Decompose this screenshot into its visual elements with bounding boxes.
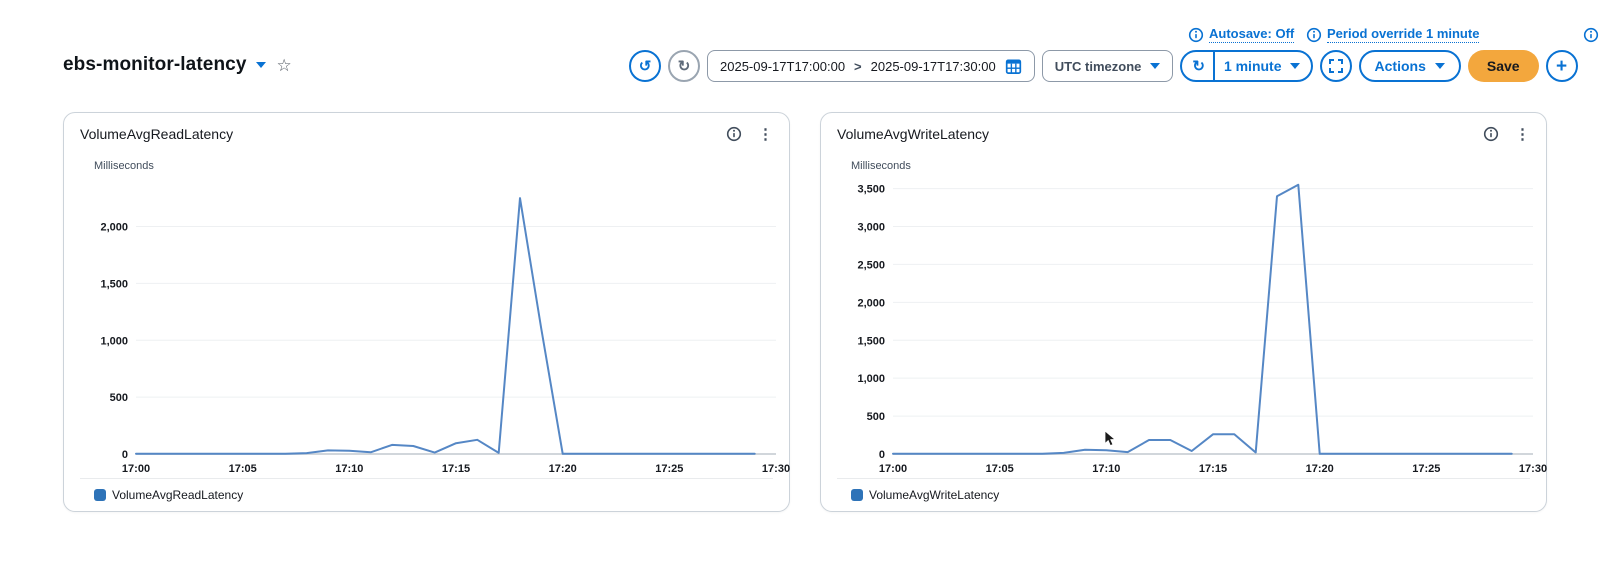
x-tick-label: 17:05: [229, 463, 257, 475]
legend-label: VolumeAvgReadLatency: [112, 488, 244, 502]
y-tick-label: 3,000: [857, 222, 885, 234]
chart-plot[interactable]: 0 500 1,000 1,500 2,000 2,500 3,000 3,500 17:00 1…: [821, 113, 1548, 513]
chart-card: VolumeAvgWriteLatency ⋮ Milliseconds 0 50…: [820, 112, 1547, 512]
chart-menu-kebab-icon[interactable]: ⋮: [1515, 125, 1530, 143]
info-icon: [1306, 27, 1322, 43]
legend-item[interactable]: VolumeAvgWriteLatency: [851, 488, 999, 502]
x-tick-label: 17:10: [1092, 463, 1120, 475]
refresh-button-group: ↻ 1 minute: [1180, 50, 1313, 82]
redo-icon: ↻: [677, 57, 691, 75]
y-tick-label: 2,000: [857, 297, 885, 309]
chart-card-header: VolumeAvgWriteLatency ⋮: [821, 113, 1546, 142]
date-range-separator: >: [854, 58, 862, 74]
y-axis-unit-label: Milliseconds: [94, 160, 154, 172]
date-range-picker[interactable]: 2025-09-17T17:00:00 > 2025-09-17T17:30:0…: [707, 50, 1035, 82]
undo-icon: ↺: [638, 57, 652, 75]
caret-down-icon: [1434, 63, 1445, 69]
actions-dropdown[interactable]: Actions: [1358, 50, 1461, 82]
dashboard-title-row: ebs-monitor-latency ☆: [63, 54, 292, 76]
y-tick-label: 2,000: [100, 222, 128, 234]
x-tick-label: 17:20: [549, 463, 577, 475]
fullscreen-button[interactable]: [1319, 50, 1352, 82]
x-tick-label: 17:25: [1412, 463, 1440, 475]
autosave-link[interactable]: Autosave: Off: [1188, 26, 1295, 43]
refresh-icon: ↻: [1192, 57, 1205, 75]
x-tick-label: 17:15: [1199, 463, 1227, 475]
period-override-link[interactable]: Period override 1 minute: [1306, 26, 1480, 43]
y-tick-label: 0: [879, 449, 885, 461]
chart-plot[interactable]: 0 500 1,000 1,500 2,000 17:00 17:05 17:10 17:15 1…: [64, 113, 791, 513]
x-tick-label: 17:10: [335, 463, 363, 475]
y-tick-label: 1,500: [857, 335, 885, 347]
redo-button[interactable]: ↻: [668, 50, 700, 82]
legend-marker: [851, 489, 863, 501]
title-dropdown-caret-icon[interactable]: [255, 62, 266, 68]
chart-title: VolumeAvgWriteLatency: [837, 126, 990, 142]
refresh-interval-label: 1 minute: [1223, 58, 1282, 74]
x-tick-label: 17:15: [442, 463, 470, 475]
chart-card: VolumeAvgReadLatency ⋮ Milliseconds 0 500…: [63, 112, 790, 512]
chart-info-icon[interactable]: [1483, 126, 1499, 142]
save-button[interactable]: Save: [1467, 50, 1539, 82]
toolbar: ↺ ↻ 2025-09-17T17:00:00 > 2025-09-17T17:…: [629, 50, 1578, 82]
date-end-value: 2025-09-17T17:30:00: [870, 58, 996, 74]
chart-menu-kebab-icon[interactable]: ⋮: [758, 125, 773, 143]
legend: VolumeAvgWriteLatency: [837, 478, 1530, 511]
y-tick-label: 3,500: [857, 184, 885, 196]
y-tick-label: 1,000: [857, 373, 885, 385]
refresh-button[interactable]: ↻: [1182, 52, 1215, 80]
chart-card-header: VolumeAvgReadLatency ⋮: [64, 113, 789, 142]
info-icon: [1188, 27, 1204, 43]
y-tick-label: 1,500: [100, 278, 128, 290]
y-tick-label: 500: [867, 411, 885, 423]
timezone-dropdown[interactable]: UTC timezone: [1041, 50, 1174, 82]
actions-label: Actions: [1374, 58, 1426, 74]
y-tick-label: 2,500: [857, 259, 885, 271]
x-tick-label: 17:00: [122, 463, 150, 475]
plus-icon: +: [1556, 55, 1568, 77]
legend-item[interactable]: VolumeAvgReadLatency: [94, 488, 243, 502]
timezone-label: UTC timezone: [1054, 58, 1142, 74]
favorite-star-icon[interactable]: ☆: [276, 55, 292, 75]
x-tick-label: 17:20: [1306, 463, 1334, 475]
y-axis-unit-label: Milliseconds: [851, 160, 911, 172]
fullscreen-icon: [1328, 59, 1343, 73]
autosave-link-label: Autosave: Off: [1209, 26, 1295, 43]
caret-down-icon: [1150, 63, 1161, 69]
series-line[interactable]: [135, 197, 756, 455]
x-tick-label: 17:25: [655, 463, 683, 475]
y-tick-label: 500: [110, 392, 128, 404]
y-tick-label: 1,000: [100, 335, 128, 347]
refresh-interval-dropdown[interactable]: 1 minute: [1215, 58, 1311, 74]
x-tick-label: 17:30: [1519, 463, 1547, 475]
chart-title: VolumeAvgReadLatency: [80, 126, 234, 142]
x-tick-label: 17:30: [762, 463, 790, 475]
legend-marker: [94, 489, 106, 501]
series-line[interactable]: [892, 183, 1513, 455]
legend: VolumeAvgReadLatency: [80, 478, 773, 511]
chart-info-icon[interactable]: [726, 126, 742, 142]
dashboard-info-icon[interactable]: [1583, 27, 1599, 43]
date-start-value: 2025-09-17T17:00:00: [720, 58, 846, 74]
y-tick-label: 0: [122, 449, 128, 461]
caret-down-icon: [1289, 63, 1300, 69]
undo-button[interactable]: ↺: [629, 50, 661, 82]
calendar-icon[interactable]: [1005, 58, 1022, 75]
x-tick-label: 17:00: [879, 463, 907, 475]
page-title: ebs-monitor-latency: [63, 54, 247, 75]
add-widget-button[interactable]: +: [1545, 50, 1578, 82]
x-tick-label: 17:05: [986, 463, 1014, 475]
period-override-link-label: Period override 1 minute: [1327, 26, 1480, 43]
legend-label: VolumeAvgWriteLatency: [869, 488, 1000, 502]
